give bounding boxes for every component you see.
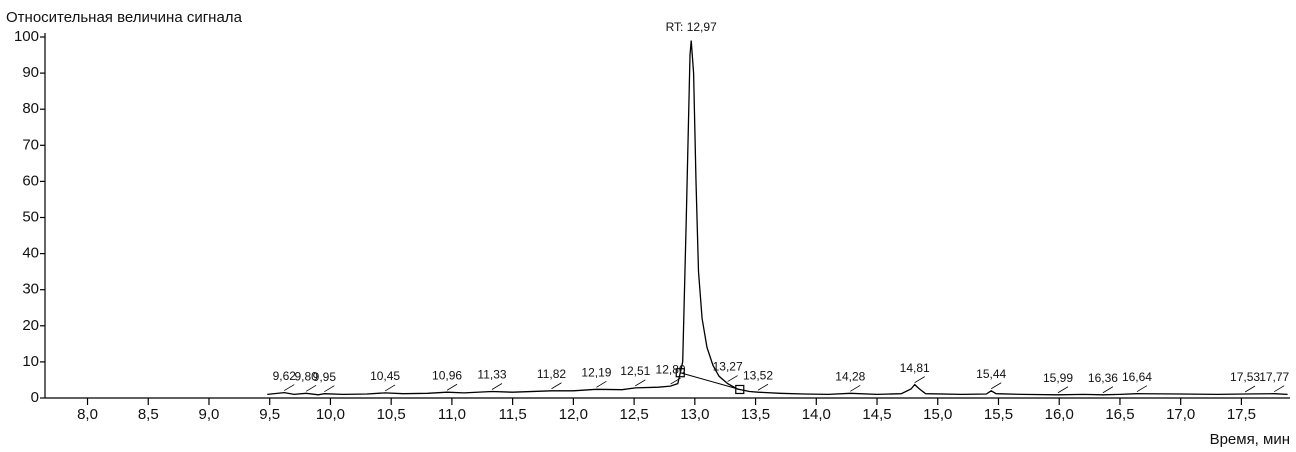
peak-leader [990,382,1002,390]
y-tick-label: 30 [22,281,39,298]
integration-marker [735,384,745,395]
peak-leader [1244,385,1256,393]
peak-leader [1136,385,1148,393]
peak-leader [305,384,317,392]
y-tick-label: 100 [14,28,39,45]
x-tick-label: 15,0 [923,406,952,423]
integration-marker [675,368,685,378]
x-tick-label: 12,5 [619,406,648,423]
peak-leader [914,376,925,383]
y-tick-label: 40 [22,245,39,262]
peak-label: 17,77 [1259,370,1289,384]
peak-label: 9,95 [313,370,337,384]
x-tick-label: 14,5 [862,406,891,423]
x-tick-label: 8,0 [77,406,98,423]
x-tick-label: 13,0 [680,406,709,423]
x-tick-label: 16,5 [1105,406,1134,423]
peak-annotation: RT: 12,97 [666,20,717,34]
y-tick-label: 90 [22,64,39,81]
integration-baseline [680,372,740,390]
peak-leader [324,385,335,393]
peak-leader [757,383,769,391]
peak-label: 11,33 [477,368,506,382]
y-tick-label: 50 [22,208,39,225]
x-tick-label: 14,0 [802,406,831,423]
peak-leader [850,384,861,392]
peak-leader [551,382,562,390]
y-tick-label: 0 [31,389,39,406]
peak-label: 12,19 [581,366,611,380]
peak-label: 12,51 [620,364,650,378]
y-tick-label: 70 [22,136,39,153]
x-tick-label: 10,5 [377,406,406,423]
x-tick-label: 15,5 [984,406,1013,423]
peak-label: 14,28 [835,369,865,383]
peak-label: 11,82 [537,367,566,381]
x-tick-label: 10,0 [316,406,345,423]
x-tick-label: 9,5 [259,406,280,423]
x-tick-label: 17,0 [1166,406,1195,423]
peak-leader [446,383,458,391]
peak-label: 16,36 [1088,371,1118,385]
peak-label: 12,80 [656,362,686,376]
peak-label: 13,52 [743,368,773,382]
peak-label: 9,80 [294,369,318,383]
x-tick-label: 9,0 [199,406,220,423]
x-axis-title: Время, мин [1210,431,1290,448]
signal-trace [267,40,1288,396]
x-tick-label: 17,5 [1227,406,1256,423]
x-tick-label: 13,5 [741,406,770,423]
y-tick-label: 10 [22,353,39,370]
peak-label: 14,81 [900,361,930,375]
peak-label: 15,44 [976,367,1006,381]
y-tick-label: 80 [22,100,39,117]
peak-leader [491,383,503,390]
peak-label: 10,45 [370,369,400,383]
peak-leader [1102,386,1114,394]
x-tick-label: 8,5 [138,406,159,423]
peak-leader [635,379,646,387]
x-tick-label: 12,0 [559,406,588,423]
peak-label: 10,96 [432,368,462,382]
y-axis-title: Относительная величина сигнала [6,9,243,26]
peak-leader [727,375,738,382]
peak-label: 9,62 [273,369,297,383]
peak-leader [1057,386,1069,394]
peak-leader [284,384,295,391]
peak-leader [670,377,681,385]
y-tick-label: 20 [22,317,39,334]
peak-label: 17,53 [1230,370,1260,384]
x-tick-label: 11,5 [499,406,527,423]
x-tick-label: 16,0 [1045,406,1074,423]
x-tick-label: 11,0 [438,406,466,423]
peak-leader [1274,385,1285,393]
peak-label: 13,27 [713,360,743,374]
peak-label: 16,64 [1122,370,1152,384]
y-tick-label: 60 [22,172,39,189]
peak-label: 15,99 [1043,371,1073,385]
peak-leader [384,384,396,392]
peak-leader [596,380,607,388]
